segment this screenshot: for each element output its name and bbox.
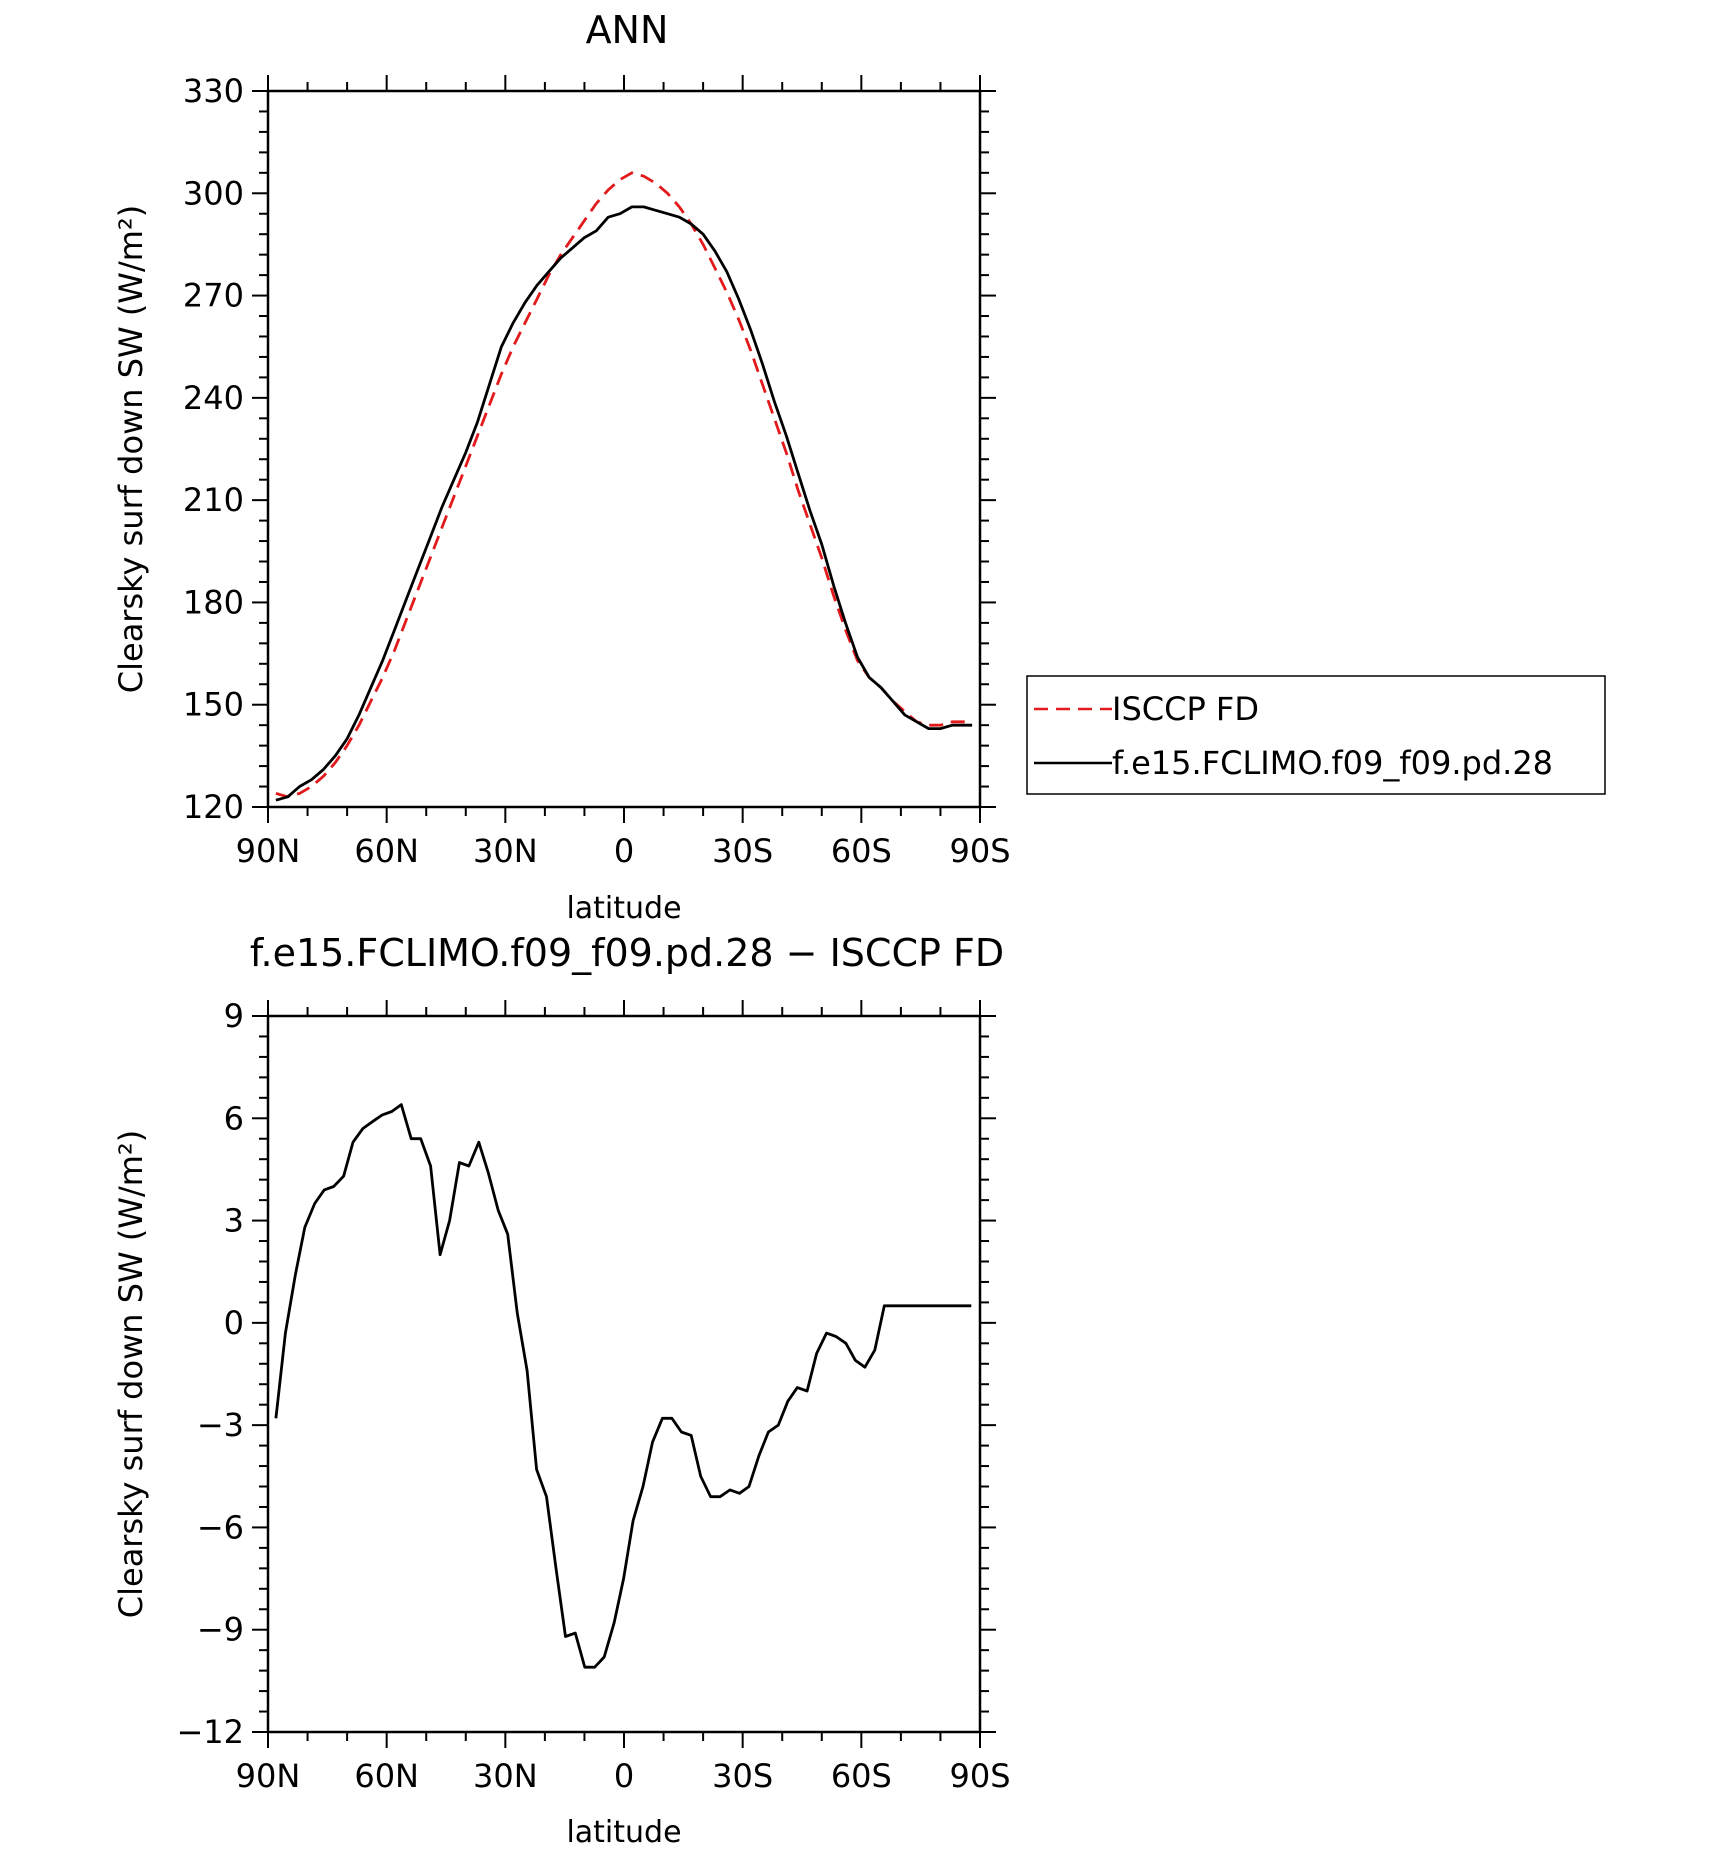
bottom-panel-ticks: 90N 60N 30N 0 30S 60S 90S −12 −9 −6 −3 0 3 6 9	[176, 997, 1010, 1795]
bottom-panel-series	[274, 1103, 972, 1669]
legend-label-isccp: ISCCP FD	[1112, 690, 1259, 728]
y-tick-label: 3	[224, 1202, 244, 1240]
y-tick-label: 0	[224, 1304, 244, 1342]
y-tick-label: 9	[224, 997, 244, 1035]
x-tick-label: 0	[614, 832, 634, 870]
top-plot-frame	[266, 89, 982, 809]
top-x-axis-title: latitude	[566, 891, 681, 926]
x-tick-label: 30N	[473, 832, 538, 870]
bottom-x-axis-title: latitude	[566, 1815, 681, 1850]
top-panel-title: ANN	[586, 8, 669, 52]
y-tick-label: 180	[183, 583, 244, 621]
x-tick-label: 60N	[354, 1757, 419, 1795]
x-tick-label: 30S	[712, 832, 773, 870]
legend-box	[1026, 675, 1606, 795]
top-panel: ANN 90N 60N 30N 0 30S 60S 90S 120 150 180 210 240 27…	[112, 8, 1606, 926]
x-tick-label: 0	[614, 1757, 634, 1795]
bottom-y-axis-title: Clearsky surf down SW (W/m²)	[112, 1130, 150, 1618]
y-tick-label: −12	[176, 1713, 244, 1751]
x-tick-label: 60N	[354, 832, 419, 870]
y-tick-label: 270	[183, 277, 244, 315]
y-tick-label: 150	[183, 686, 244, 724]
y-tick-label: 210	[183, 481, 244, 519]
x-tick-label: 60S	[831, 1757, 892, 1795]
y-tick-label: 6	[224, 1099, 244, 1137]
top-panel-series	[275, 171, 973, 802]
x-tick-label: 90S	[949, 832, 1010, 870]
y-tick-label: 240	[183, 379, 244, 417]
series-line-a	[275, 171, 973, 799]
y-tick-label: −3	[197, 1406, 244, 1444]
y-tick-label: 330	[183, 72, 244, 110]
y-tick-label: −6	[197, 1508, 244, 1546]
legend-label-model: f.e15.FCLIMO.f09_f09.pd.28	[1112, 744, 1553, 782]
bottom-plot-frame	[266, 1014, 982, 1734]
x-tick-label: 30S	[712, 1757, 773, 1795]
series-line-a	[274, 1103, 972, 1669]
x-tick-label: 90N	[236, 1757, 301, 1795]
bottom-panel: f.e15.FCLIMO.f09_f09.pd.28 − ISCCP FD 90…	[112, 931, 1011, 1850]
top-panel-ticks: 90N 60N 30N 0 30S 60S 90S 120 150 180 210 240 270 300…	[183, 72, 1011, 870]
x-tick-label: 30N	[473, 1757, 538, 1795]
y-tick-label: 120	[183, 788, 244, 826]
bottom-panel-title: f.e15.FCLIMO.f09_f09.pd.28 − ISCCP FD	[250, 931, 1004, 975]
y-tick-label: 300	[183, 174, 244, 212]
top-y-axis-title: Clearsky surf down SW (W/m²)	[112, 205, 150, 693]
series-line-b	[275, 205, 973, 802]
x-tick-label: 90S	[949, 1757, 1010, 1795]
x-tick-label: 60S	[831, 832, 892, 870]
legend: ISCCP FD f.e15.FCLIMO.f09_f09.pd.28	[1026, 675, 1606, 795]
x-tick-label: 90N	[236, 832, 301, 870]
y-tick-label: −9	[197, 1611, 244, 1649]
